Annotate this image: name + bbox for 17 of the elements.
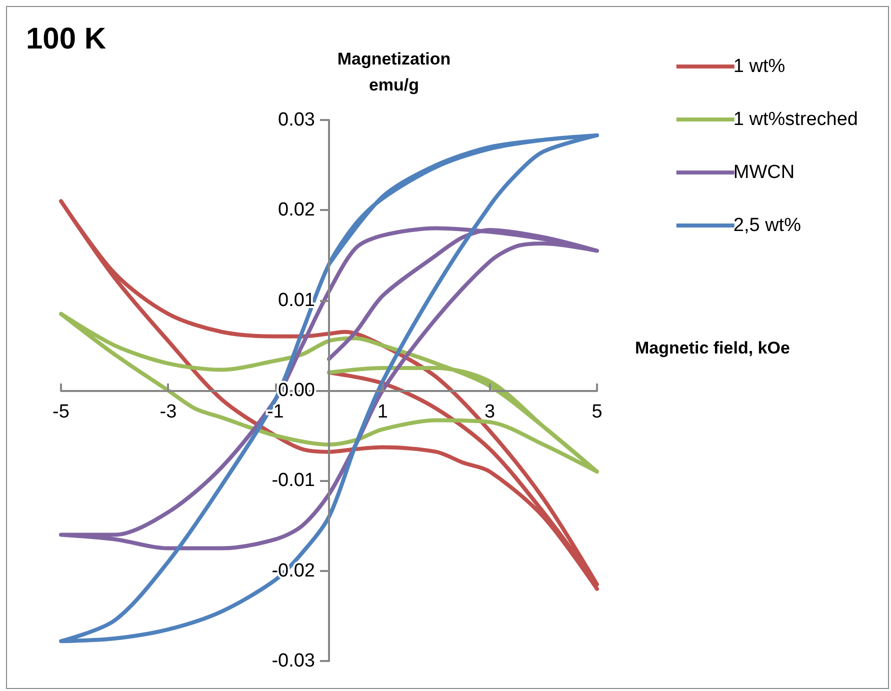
y-tick-label: 0.00 (278, 380, 315, 401)
y-tick-label: 0.03 (278, 110, 315, 130)
x-tick-label: -3 (160, 402, 177, 422)
y-tick-label: -0.01 (272, 470, 315, 492)
x-axis-title: Magnetic field, kOe (635, 338, 790, 358)
x-tick-label: 5 (592, 402, 602, 422)
x-tick-label: 3 (484, 402, 496, 422)
y-axis-title: Magnetization emu/g (337, 50, 451, 94)
y-tick-label: 0.02 (278, 200, 315, 221)
legend-label: 2,5 wt% (733, 215, 802, 236)
legend-label: 1 wt%streched (733, 109, 858, 130)
chart-title: 100 K (26, 22, 106, 56)
legend-label: 1 wt% (733, 56, 786, 77)
x-tick-label: 1 (377, 402, 388, 422)
x-tick-label: -5 (52, 402, 70, 422)
y-tick-label: -0.03 (272, 650, 315, 672)
legend-label: MWCN (733, 162, 795, 183)
